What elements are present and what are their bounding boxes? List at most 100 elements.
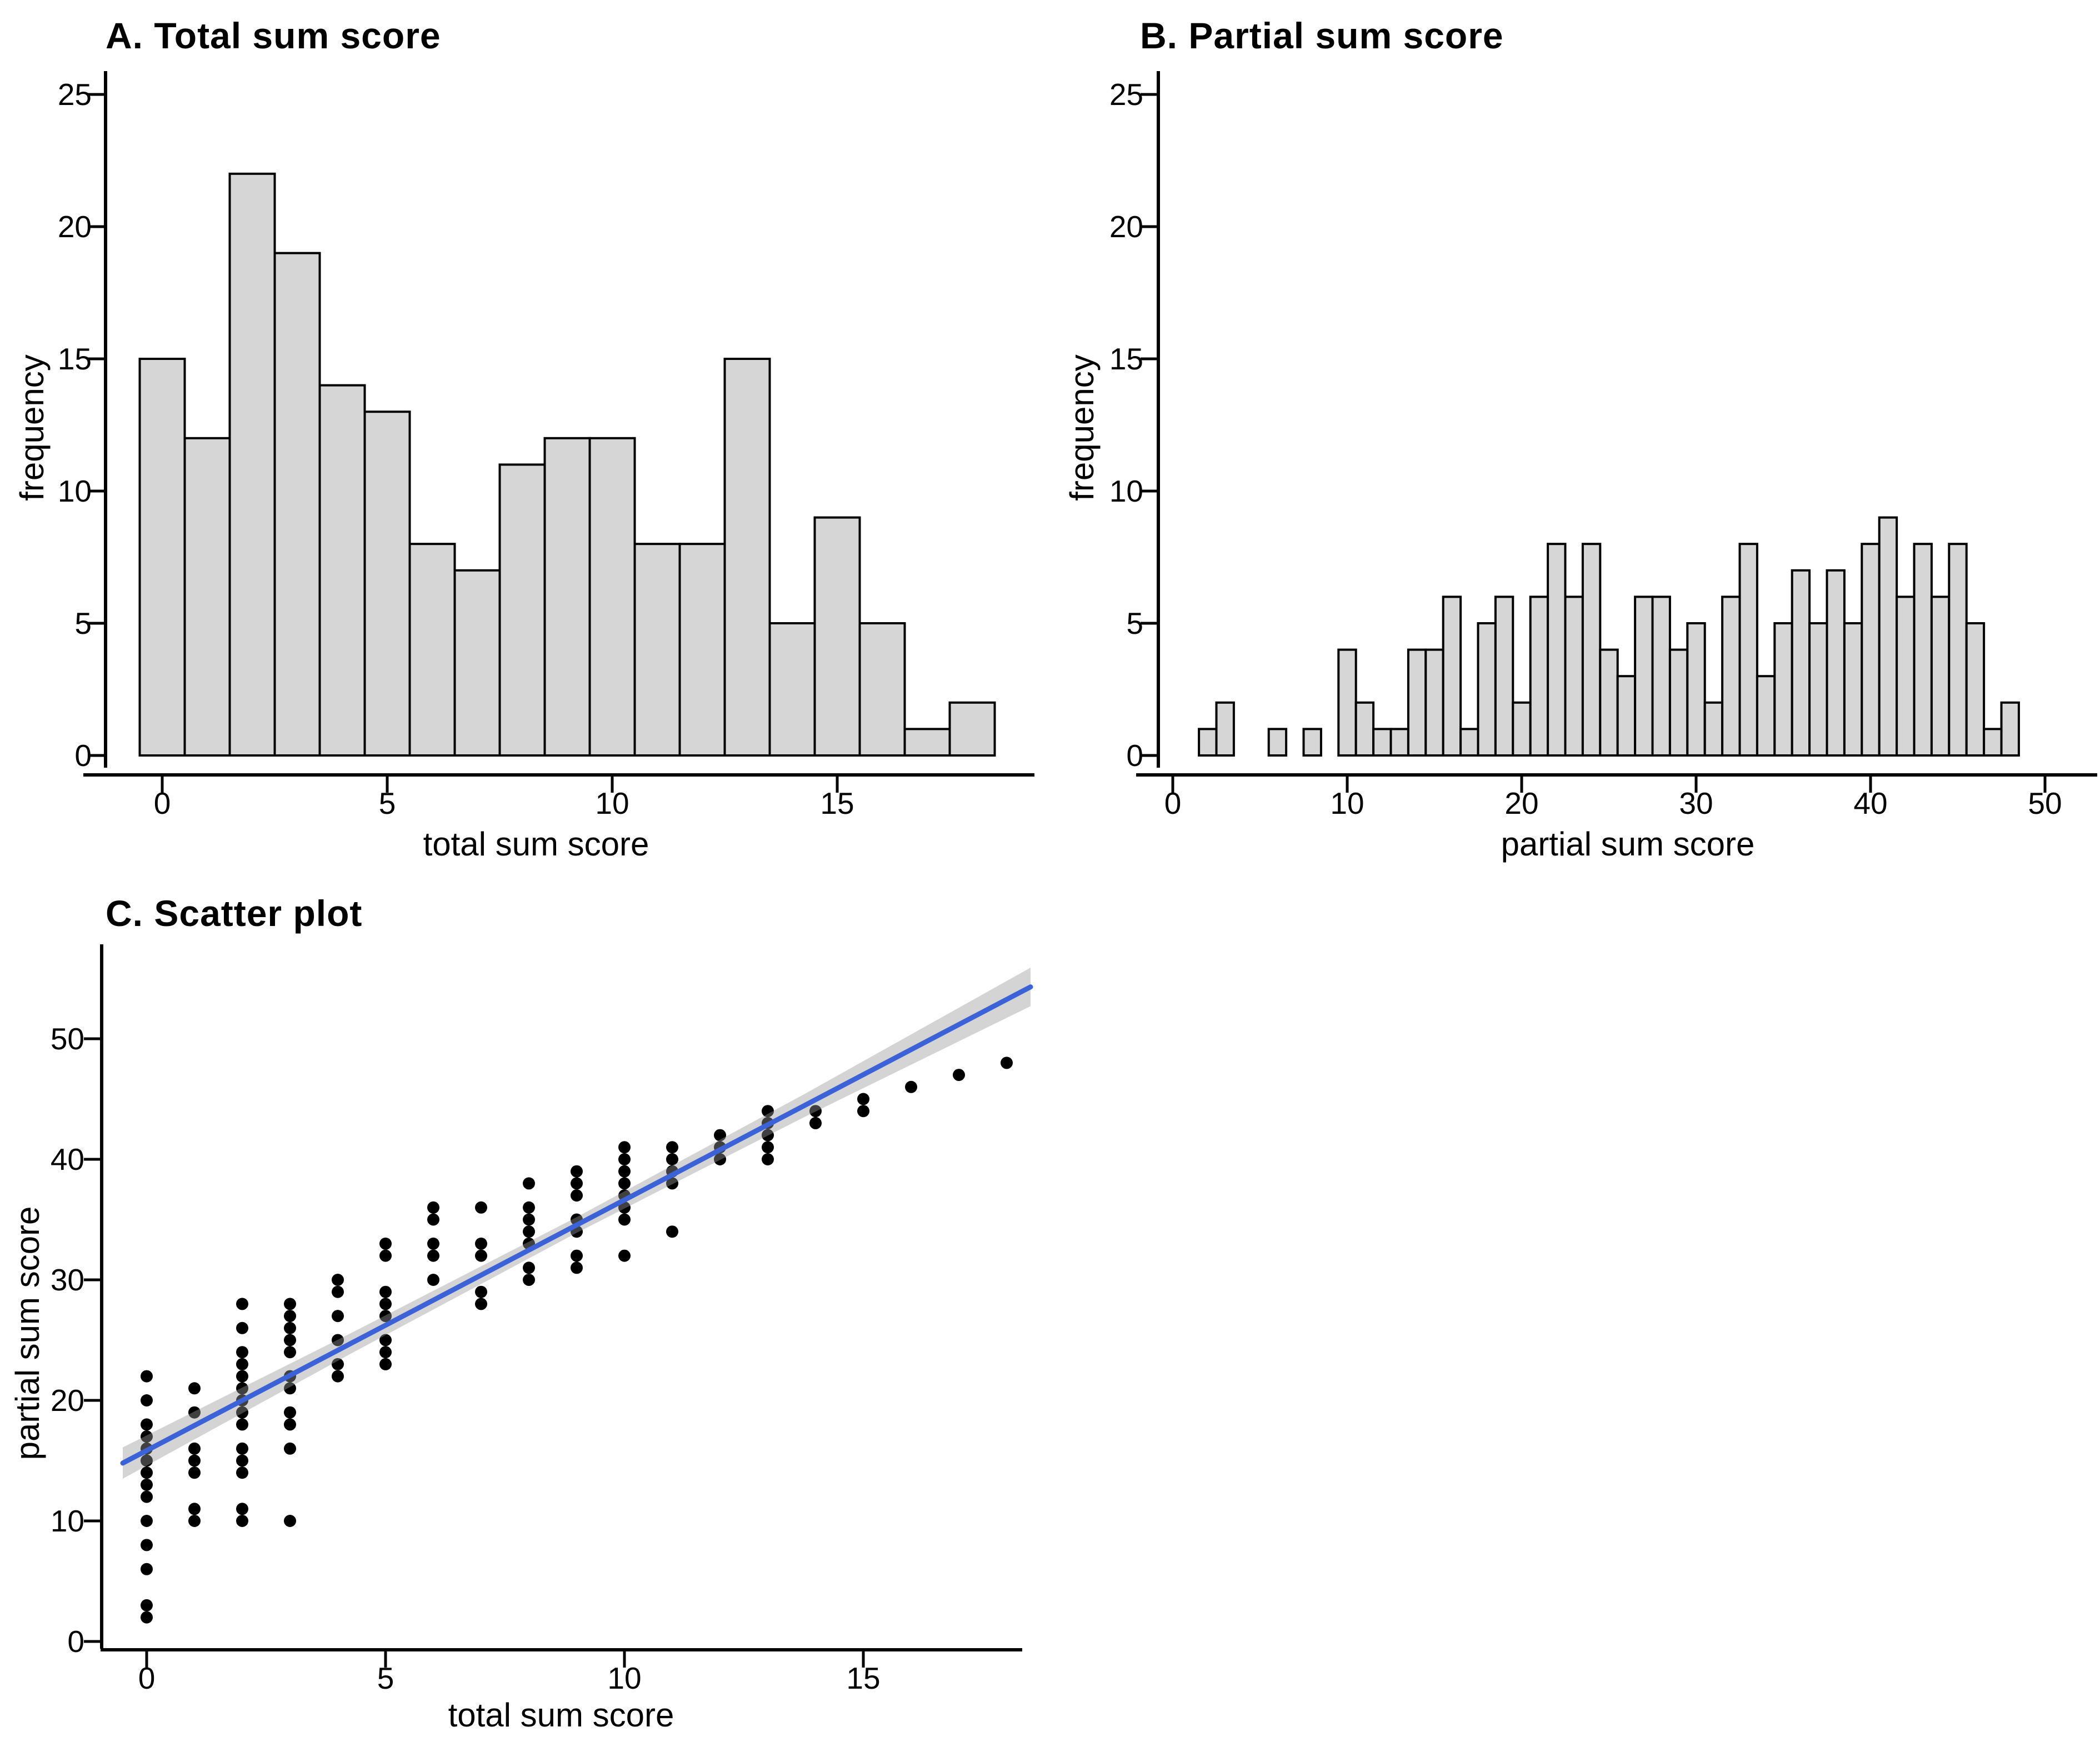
bar [1756,675,1776,757]
data-point [523,1201,535,1214]
data-point [236,1358,248,1370]
bar [1302,728,1322,757]
data-point [571,1262,583,1274]
data-point [236,1503,248,1515]
data-point [332,1274,344,1286]
data-point [666,1225,678,1238]
data-point [571,1177,583,1190]
data-point [236,1298,248,1310]
data-point [236,1321,248,1334]
data-point [762,1153,774,1165]
svg-text:50: 50 [2028,786,2062,820]
bar [1564,595,1584,757]
data-point [141,1490,153,1503]
bar [768,622,816,757]
data-point [141,1515,153,1527]
bar [1337,648,1357,757]
data-point [523,1274,535,1286]
data-point [284,1346,296,1359]
data-point [427,1249,439,1262]
bar [543,437,591,757]
data-point [284,1442,296,1455]
data-point [332,1358,344,1370]
bar [363,411,411,757]
data-point [379,1346,392,1359]
svg-text:10: 10 [58,474,92,508]
bar [588,437,636,757]
data-point [762,1129,774,1142]
data-point [141,1539,153,1551]
data-point [379,1334,392,1346]
data-point [236,1442,248,1455]
svg-text:40: 40 [1853,786,1887,820]
data-point [618,1153,631,1165]
data-point [332,1285,344,1298]
x-axis-label: partial sum score [1501,825,1755,863]
bars [1198,516,2020,757]
data-point [1001,1057,1013,1069]
bar [183,437,231,757]
bar [1930,595,1951,757]
data-point [141,1611,153,1624]
svg-text:5: 5 [1126,606,1143,640]
bar [1616,675,1637,757]
data-point [284,1334,296,1346]
data-point [379,1249,392,1262]
scatter-plot: 0 10 20 30 40 50 0 5 10 15 total sum score partial … [9,944,1033,1734]
bar [138,358,186,757]
bar [1198,728,1218,757]
svg-text:10: 10 [51,1504,84,1538]
data-point [618,1165,631,1178]
svg-text:5: 5 [377,1661,394,1695]
svg-text:30: 30 [51,1263,84,1297]
points [141,1057,1013,1624]
data-point [236,1418,248,1431]
bar [633,543,681,757]
bar [498,463,546,757]
data-point [618,1213,631,1226]
bar [1547,543,1567,757]
bar [1878,516,1898,757]
bar [453,569,501,757]
data-point [188,1454,201,1467]
data-point [618,1177,631,1190]
data-point [379,1298,392,1310]
bar [1372,728,1392,757]
data-point [857,1093,869,1105]
svg-text:15: 15 [58,342,92,376]
svg-text:20: 20 [1109,209,1143,244]
data-point [284,1406,296,1419]
data-point [427,1274,439,1286]
bar [2000,701,2020,757]
svg-text:0: 0 [67,1624,84,1659]
data-point [379,1237,392,1250]
data-point [332,1310,344,1323]
data-point [427,1213,439,1226]
bar [1738,543,1758,757]
bar [1826,569,1846,757]
svg-text:0: 0 [138,1661,156,1695]
data-point [809,1117,822,1129]
axes: 0 5 10 15 20 25 0 5 10 15 total sum score frequency [13,71,1034,863]
data-point [284,1310,296,1323]
data-point [809,1105,822,1118]
bar [1773,622,1793,757]
y-axis-label: frequency [1063,354,1101,501]
bar [1948,543,1968,757]
bar [1791,569,1811,757]
data-point [523,1262,535,1274]
data-point [905,1080,917,1093]
bar [1808,622,1828,757]
bar [1512,701,1532,757]
svg-text:20: 20 [51,1383,84,1418]
data-point [714,1129,726,1142]
data-point [284,1382,296,1395]
data-point [236,1406,248,1419]
data-point [188,1466,201,1479]
bar [1983,728,2003,757]
bar [1215,701,1235,757]
bar [813,516,861,757]
bar [1721,595,1741,757]
bar [1581,543,1602,757]
bar [1703,701,1724,757]
